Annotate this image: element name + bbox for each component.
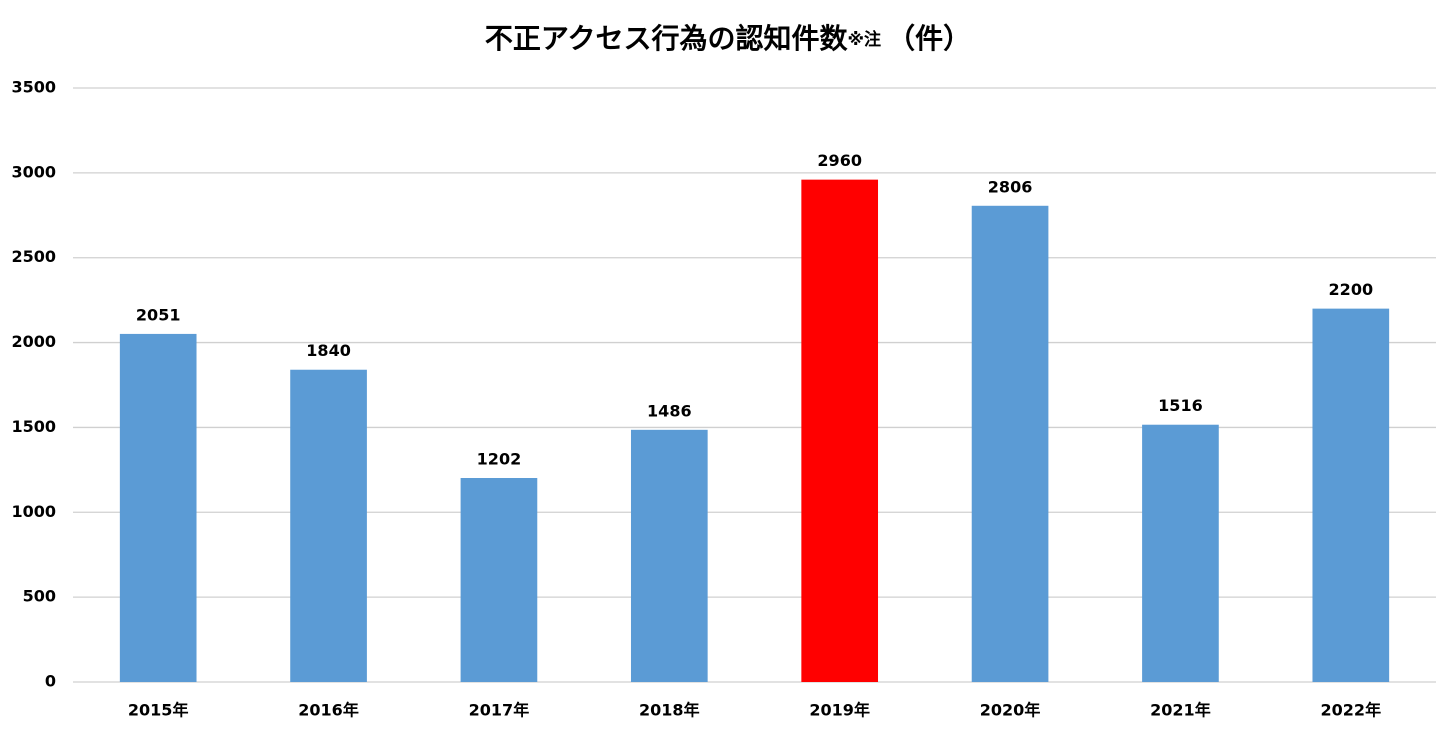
x-tick-label: 2020年 bbox=[980, 701, 1041, 720]
bar bbox=[460, 478, 538, 682]
y-tick-label: 1500 bbox=[11, 417, 56, 436]
value-label: 1202 bbox=[477, 450, 522, 469]
x-tick-label: 2019年 bbox=[809, 701, 870, 720]
bar bbox=[1312, 308, 1390, 682]
value-label: 2806 bbox=[988, 177, 1033, 196]
y-tick-label: 2000 bbox=[11, 332, 56, 351]
bar bbox=[630, 429, 708, 682]
value-label: 1516 bbox=[1158, 396, 1203, 415]
bar bbox=[1142, 424, 1219, 682]
y-tick-label: 500 bbox=[23, 587, 56, 606]
x-tick-label: 2016年 bbox=[298, 701, 359, 720]
title-note: ※注 bbox=[848, 29, 882, 50]
x-tick-label: 2022年 bbox=[1321, 701, 1382, 720]
bar bbox=[290, 369, 367, 682]
value-label: 1486 bbox=[647, 401, 692, 420]
value-label: 1840 bbox=[306, 341, 351, 360]
value-label: 2960 bbox=[817, 151, 862, 170]
title-unit: （件） bbox=[887, 22, 971, 55]
value-label: 2051 bbox=[136, 305, 181, 324]
x-tick-label: 2015年 bbox=[128, 701, 189, 720]
y-tick-label: 1000 bbox=[11, 502, 56, 521]
title-main: 不正アクセス行為の認知件数 bbox=[485, 22, 849, 55]
chart-title: 不正アクセス行為の認知件数※注 （件） bbox=[485, 22, 971, 55]
y-tick-label: 3500 bbox=[11, 78, 56, 97]
x-tick-label: 2017年 bbox=[469, 701, 530, 720]
bar bbox=[801, 179, 879, 682]
y-tick-label: 3000 bbox=[11, 162, 56, 181]
y-tick-label: 2500 bbox=[11, 247, 56, 266]
value-label: 2200 bbox=[1329, 280, 1374, 299]
x-tick-label: 2021年 bbox=[1150, 701, 1211, 720]
bar bbox=[971, 205, 1049, 682]
x-tick-label: 2018年 bbox=[639, 701, 700, 720]
bar bbox=[119, 333, 197, 682]
y-tick-label: 0 bbox=[45, 672, 56, 691]
